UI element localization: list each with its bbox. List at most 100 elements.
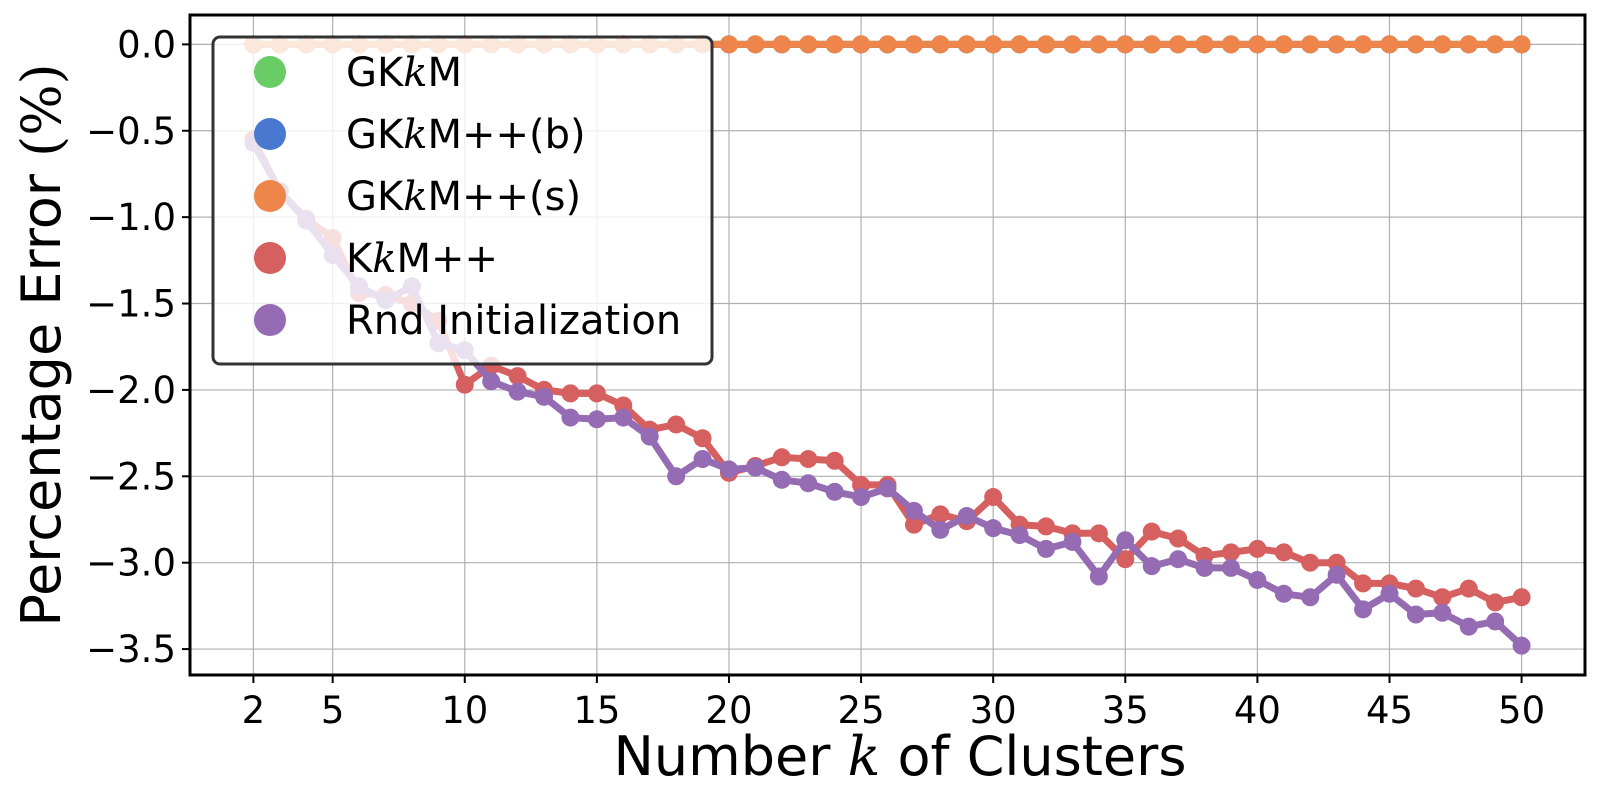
legend-marker xyxy=(254,56,286,88)
data-point-rnd xyxy=(878,479,897,498)
x-tick-label: 35 xyxy=(1102,689,1149,732)
data-point-rnd xyxy=(746,458,765,477)
y-tick-label: 0.0 xyxy=(117,23,176,66)
y-tick-label: −2.5 xyxy=(86,455,176,498)
data-point-rnd xyxy=(614,408,633,427)
x-axis-label: Number k of Clusters xyxy=(613,725,1186,788)
legend-item-gkkm: GKkM xyxy=(254,50,462,96)
x-tick-label: 5 xyxy=(321,689,345,732)
data-point-gkkmpp_s xyxy=(799,35,818,54)
data-point-gkkmpp_s xyxy=(1327,35,1346,54)
data-point-rnd xyxy=(1301,588,1320,607)
data-point-gkkmpp_s xyxy=(931,35,950,54)
x-tick-label: 40 xyxy=(1234,689,1281,732)
data-point-kkmpp xyxy=(1433,588,1452,607)
data-point-gkkmpp_s xyxy=(984,35,1003,54)
data-point-gkkmpp_s xyxy=(1248,35,1267,54)
x-tick-label: 15 xyxy=(573,689,620,732)
legend-label: GKkM++(s) xyxy=(346,174,581,220)
data-point-kkmpp xyxy=(984,488,1003,507)
data-point-kkmpp xyxy=(1301,553,1320,572)
y-ticks: 0.0 −0.5 −1.0 −1.5 −2.0 −2.5 −3.0 −3.5 xyxy=(86,23,190,671)
data-point-rnd xyxy=(482,372,501,391)
data-point-gkkmpp_s xyxy=(1116,35,1135,54)
x-tick-label: 50 xyxy=(1498,689,1545,732)
y-tick-label: −3.5 xyxy=(86,628,176,671)
data-point-kkmpp xyxy=(1142,522,1161,541)
data-point-gkkmpp_s xyxy=(719,35,738,54)
data-point-rnd xyxy=(1406,605,1425,624)
data-point-rnd xyxy=(1089,567,1108,586)
legend-marker xyxy=(254,118,286,150)
data-point-kkmpp xyxy=(1486,593,1505,612)
data-point-kkmpp xyxy=(1116,550,1135,569)
y-tick-label: −1.0 xyxy=(86,196,176,239)
data-point-kkmpp xyxy=(931,505,950,524)
data-point-rnd xyxy=(1512,636,1531,655)
data-point-rnd xyxy=(1274,584,1293,603)
data-point-rnd xyxy=(1142,557,1161,576)
data-point-rnd xyxy=(1195,558,1214,577)
data-point-rnd xyxy=(640,427,659,446)
data-point-gkkmpp_s xyxy=(1274,35,1293,54)
data-point-rnd xyxy=(1380,584,1399,603)
x-tick-label: 25 xyxy=(838,689,885,732)
data-point-gkkmpp_s xyxy=(1195,35,1214,54)
legend-label: Rnd Initialization xyxy=(346,298,681,344)
data-point-rnd xyxy=(1116,531,1135,550)
x-tick-label: 10 xyxy=(441,689,488,732)
y-axis-label: Percentage Error (%) xyxy=(10,63,73,626)
plot-frame xyxy=(188,13,1587,677)
data-point-rnd xyxy=(693,450,712,469)
data-point-kkmpp xyxy=(1406,579,1425,598)
legend-label: GKkM xyxy=(346,50,462,96)
data-point-gkkmpp_s xyxy=(1380,35,1399,54)
data-point-rnd xyxy=(904,501,923,520)
data-point-rnd xyxy=(1037,539,1056,558)
data-point-kkmpp xyxy=(1037,517,1056,536)
x-ticks: 2 5 10 15 20 25 30 35 40 45 50 xyxy=(242,675,1545,732)
data-point-gkkmpp_s xyxy=(878,35,897,54)
data-point-gkkmpp_s xyxy=(746,35,765,54)
data-point-gkkmpp_s xyxy=(1512,35,1531,54)
data-point-gkkmpp_s xyxy=(1459,35,1478,54)
data-point-rnd xyxy=(719,460,738,479)
legend-item-kkmpp: KkM++ xyxy=(254,236,498,282)
data-point-kkmpp xyxy=(508,367,527,386)
data-point-gkkmpp_s xyxy=(1089,35,1108,54)
legend-entries: GKkM GKkM++(b) GKkM++(s) KkM++ Rnd Initializ… xyxy=(254,50,681,344)
data-point-kkmpp xyxy=(1459,579,1478,598)
data-point-gkkmpp_s xyxy=(1142,35,1161,54)
data-point-rnd xyxy=(1248,570,1267,589)
x-tick-label: 45 xyxy=(1366,689,1413,732)
x-tick-label: 30 xyxy=(970,689,1017,732)
data-point-rnd xyxy=(1459,617,1478,636)
data-point-rnd xyxy=(508,382,527,401)
data-point-kkmpp xyxy=(825,451,844,470)
data-point-kkmpp xyxy=(561,384,580,403)
legend-item-rnd: Rnd Initialization xyxy=(254,298,681,344)
data-point-kkmpp xyxy=(904,515,923,534)
data-point-gkkmpp_s xyxy=(1169,35,1188,54)
data-point-rnd xyxy=(587,410,606,429)
data-point-gkkmpp_s xyxy=(825,35,844,54)
data-point-kkmpp xyxy=(1221,543,1240,562)
data-point-kkmpp xyxy=(799,450,818,469)
data-point-gkkmpp_s xyxy=(1486,35,1505,54)
data-point-kkmpp xyxy=(693,429,712,448)
data-point-rnd xyxy=(772,470,791,489)
legend-marker xyxy=(254,180,286,212)
data-point-gkkmpp_s xyxy=(1406,35,1425,54)
data-point-rnd xyxy=(1354,600,1373,619)
data-point-gkkmpp_s xyxy=(1301,35,1320,54)
data-point-kkmpp xyxy=(1248,539,1267,558)
y-tick-label: −3.0 xyxy=(86,542,176,585)
data-point-gkkmpp_s xyxy=(1037,35,1056,54)
data-point-rnd xyxy=(1063,532,1082,551)
data-point-gkkmpp_s xyxy=(904,35,923,54)
y-tick-label: −2.0 xyxy=(86,369,176,412)
data-point-gkkmpp_s xyxy=(1433,35,1452,54)
legend-box xyxy=(211,35,714,366)
data-point-rnd xyxy=(931,520,950,539)
